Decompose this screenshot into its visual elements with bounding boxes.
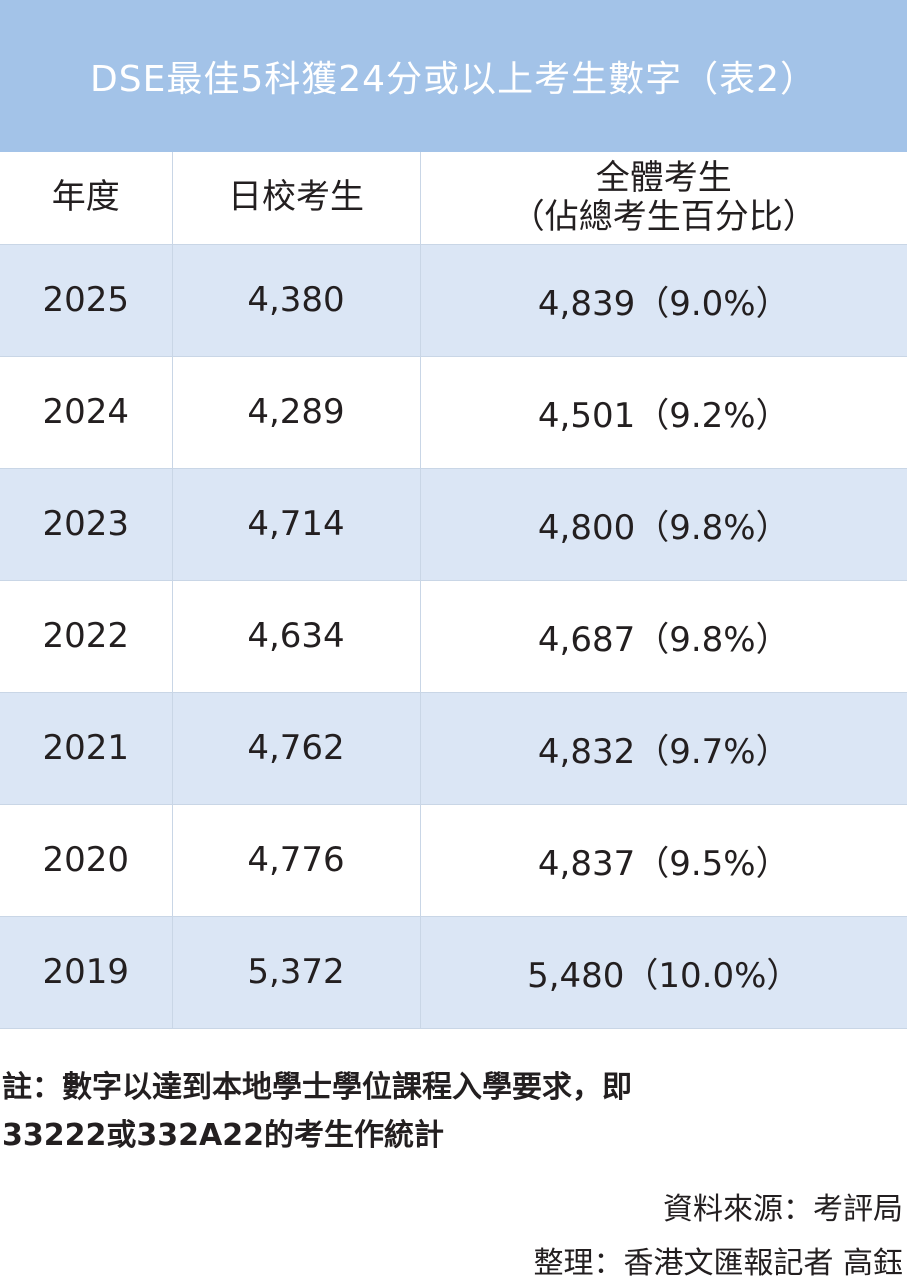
cell-all: 4,501（9.2%） bbox=[420, 356, 907, 468]
cell-year: 2019 bbox=[0, 916, 172, 1028]
cell-day-school: 5,372 bbox=[172, 916, 420, 1028]
cell-all: 4,687（9.8%） bbox=[420, 580, 907, 692]
table-row: 2019 5,372 5,480（10.0%） bbox=[0, 916, 907, 1028]
header-year: 年度 bbox=[0, 152, 172, 244]
cell-all: 4,839（9.0%） bbox=[420, 244, 907, 356]
cell-all: 4,832（9.7%） bbox=[420, 692, 907, 804]
table-row: 2024 4,289 4,501（9.2%） bbox=[0, 356, 907, 468]
cell-year: 2020 bbox=[0, 804, 172, 916]
cell-day-school: 4,634 bbox=[172, 580, 420, 692]
footnote-line1: 註：數字以達到本地學士學位課程入學要求，即 bbox=[2, 1064, 907, 1112]
cell-year: 2022 bbox=[0, 580, 172, 692]
header-row: 年度 日校考生 全體考生 （佔總考生百分比） bbox=[0, 152, 907, 244]
table-row: 2020 4,776 4,837（9.5%） bbox=[0, 804, 907, 916]
cell-day-school: 4,289 bbox=[172, 356, 420, 468]
header-all-candidates: 全體考生 （佔總考生百分比） bbox=[420, 152, 907, 244]
table-row: 2021 4,762 4,832（9.7%） bbox=[0, 692, 907, 804]
header-all-line1: 全體考生 bbox=[421, 159, 907, 198]
header-all-line2: （佔總考生百分比） bbox=[421, 198, 907, 237]
cell-day-school: 4,776 bbox=[172, 804, 420, 916]
cell-year: 2023 bbox=[0, 468, 172, 580]
cell-all: 4,837（9.5%） bbox=[420, 804, 907, 916]
title-bar: DSE最佳5科獲24分或以上考生數字（表2） bbox=[0, 0, 907, 152]
footnote-line2: 33222或332A22的考生作統計 bbox=[2, 1112, 907, 1160]
cell-all: 5,480（10.0%） bbox=[420, 916, 907, 1028]
header-day-school: 日校考生 bbox=[172, 152, 420, 244]
cell-day-school: 4,380 bbox=[172, 244, 420, 356]
footnote: 註：數字以達到本地學士學位課程入學要求，即 33222或332A22的考生作統計 bbox=[2, 1064, 907, 1160]
cell-year: 2024 bbox=[0, 356, 172, 468]
table-row: 2025 4,380 4,839（9.0%） bbox=[0, 244, 907, 356]
cell-day-school: 4,762 bbox=[172, 692, 420, 804]
table-row: 2023 4,714 4,800（9.8%） bbox=[0, 468, 907, 580]
data-table: 年度 日校考生 全體考生 （佔總考生百分比） 2025 4,380 4,839（… bbox=[0, 152, 907, 1029]
source-credit: 資料來源：考評局 bbox=[663, 1184, 903, 1228]
cell-year: 2021 bbox=[0, 692, 172, 804]
cell-year: 2025 bbox=[0, 244, 172, 356]
compiler-credit: 整理：香港文匯報記者 高鈺 bbox=[533, 1238, 903, 1282]
table-row: 2022 4,634 4,687（9.8%） bbox=[0, 580, 907, 692]
table-title: DSE最佳5科獲24分或以上考生數字（表2） bbox=[90, 50, 817, 102]
cell-all: 4,800（9.8%） bbox=[420, 468, 907, 580]
cell-day-school: 4,714 bbox=[172, 468, 420, 580]
